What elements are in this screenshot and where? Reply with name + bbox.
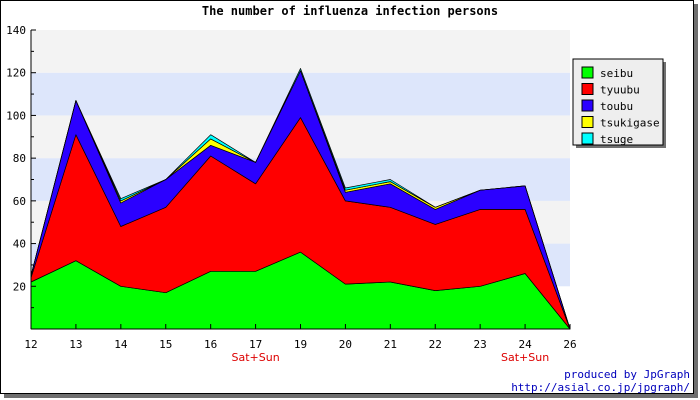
y-tick-label: 40 (13, 238, 26, 251)
x-tick-label: 15 (159, 338, 172, 351)
legend: seibu tyuubu toubu tsukigase tsuge (572, 58, 666, 148)
legend-label-tsuge: tsuge (600, 133, 633, 146)
legend-swatch-tyuubu (581, 83, 594, 95)
x-tick-label: 13 (69, 338, 82, 351)
legend-label-tsukigase: tsukigase (600, 117, 660, 130)
x-tick-label: 16 (204, 338, 217, 351)
grid-band (31, 30, 570, 73)
chart-title: The number of influenza infection person… (202, 4, 498, 18)
legend-swatch-toubu (581, 99, 594, 112)
legend-label-toubu: toubu (600, 100, 633, 113)
x-tick-label: 17 (249, 338, 262, 351)
credit-producer: produced by JpGraph (564, 368, 690, 381)
y-tick-label: 100 (6, 109, 26, 122)
weekend-label: Sat+Sun (501, 351, 549, 364)
x-tick-label: 22 (429, 338, 442, 351)
legend-swatch-tsukigase (581, 116, 594, 128)
y-tick-label: 80 (13, 152, 26, 165)
credit-url[interactable]: http://asial.co.jp/jpgraph/ (511, 381, 690, 394)
x-tick-label: 14 (114, 338, 128, 351)
y-tick-label: 20 (13, 280, 26, 293)
x-tick-label: 12 (24, 338, 37, 351)
legend-label-tyuubu: tyuubu (600, 84, 640, 97)
y-tick-label: 120 (6, 67, 26, 80)
y-tick-label: 140 (6, 24, 26, 37)
legend-swatch-seibu (581, 66, 594, 79)
x-tick-label: 19 (294, 338, 307, 351)
legend-swatch-tsuge (581, 132, 594, 145)
x-tick-label: 26 (563, 338, 576, 351)
x-tick-label: 24 (518, 338, 532, 351)
x-tick-label: 21 (384, 338, 397, 351)
x-tick-label: 23 (474, 338, 487, 351)
y-tick-label: 60 (13, 195, 26, 208)
weekend-label: Sat+Sun (231, 351, 279, 364)
x-tick-label: 20 (339, 338, 352, 351)
legend-label-seibu: seibu (600, 67, 633, 80)
